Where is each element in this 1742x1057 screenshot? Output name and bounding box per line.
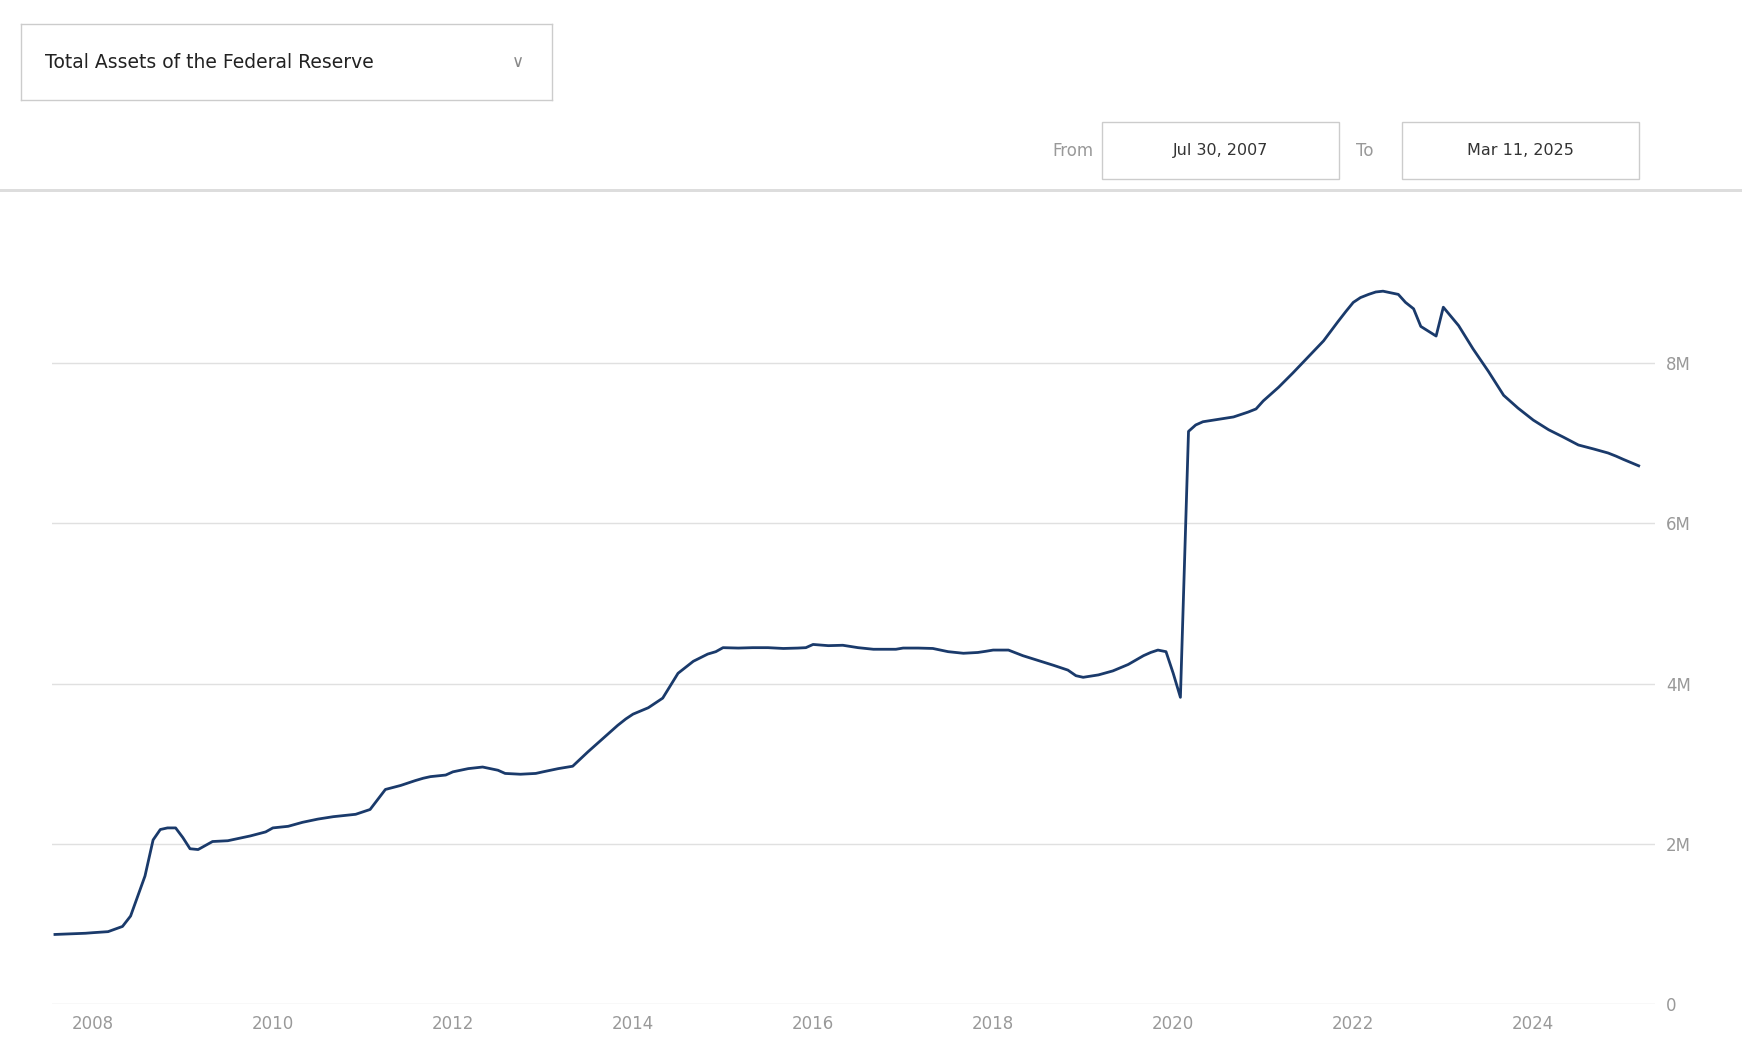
Text: Zoom: Zoom [42,142,89,160]
Text: 3m: 3m [160,142,186,160]
FancyBboxPatch shape [1103,122,1338,180]
Text: ∨: ∨ [512,53,524,72]
Text: Mar 11, 2025: Mar 11, 2025 [1467,143,1575,159]
Text: Jul 30, 2007: Jul 30, 2007 [1172,143,1268,159]
Text: From: From [1052,142,1094,160]
Text: YTD: YTD [256,142,289,160]
Text: 1y: 1y [307,142,327,160]
Text: Total Assets of the Federal Reserve: Total Assets of the Federal Reserve [45,53,373,72]
Text: 6m: 6m [206,142,232,160]
Text: All: All [347,142,371,160]
FancyBboxPatch shape [1402,122,1639,180]
Text: To: To [1355,142,1373,160]
Text: 1m: 1m [115,142,141,160]
FancyBboxPatch shape [303,120,413,181]
